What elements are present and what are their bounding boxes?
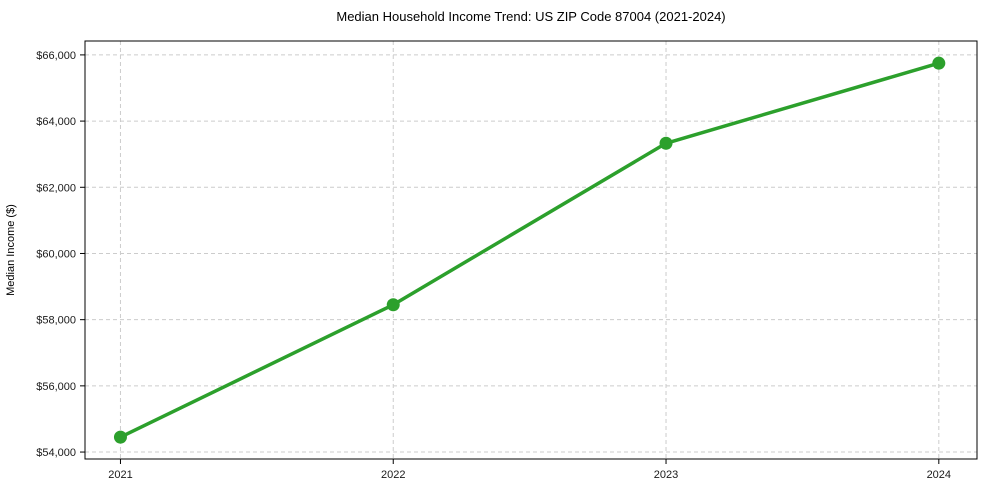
axes-box: [84, 40, 978, 460]
y-axis-label: Median Income ($): [5, 204, 17, 296]
y-tick-label: $64,000: [36, 116, 76, 128]
y-tick-label: $54,000: [36, 447, 76, 459]
data-point: [113, 430, 127, 444]
y-tick-label: $58,000: [36, 315, 76, 327]
x-tick-label: 2021: [108, 469, 132, 481]
data-point: [659, 136, 673, 150]
trend-line: [118, 61, 941, 439]
y-tick-label: $56,000: [36, 381, 76, 393]
chart-title: Median Household Income Trend: US ZIP Co…: [336, 9, 726, 24]
x-tick-label: 2024: [927, 469, 951, 481]
data-point: [386, 298, 400, 312]
x-tick-label: 2022: [381, 469, 405, 481]
y-tick-label: $62,000: [36, 182, 76, 194]
data-point: [932, 56, 946, 70]
x-tick-label: 2023: [654, 469, 678, 481]
y-tick-label: $60,000: [36, 248, 76, 260]
y-tick-label: $66,000: [36, 50, 76, 62]
